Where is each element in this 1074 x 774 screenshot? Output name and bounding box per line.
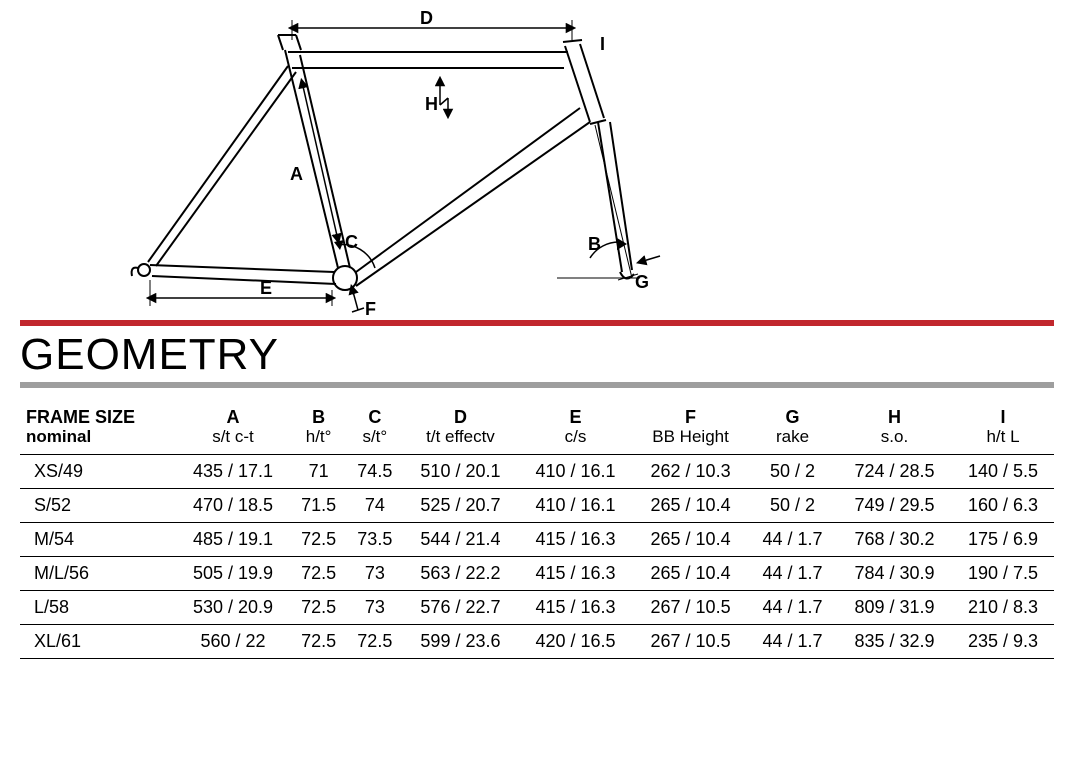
table-cell: 410 / 16.1 [518,455,633,489]
table-row: S/52470 / 18.571.574525 / 20.7410 / 16.1… [20,489,1054,523]
table-cell: 190 / 7.5 [952,557,1054,591]
table-row: L/58530 / 20.972.573576 / 22.7415 / 16.3… [20,591,1054,625]
col-header: Dt/t effectv [403,402,518,455]
col-header: As/t c-t [175,402,290,455]
bike-frame-diagram: D I H A C E F B G [120,10,680,320]
table-cell: 50 / 2 [748,455,837,489]
table-cell: 525 / 20.7 [403,489,518,523]
table-cell: 73 [347,557,403,591]
table-cell: 44 / 1.7 [748,523,837,557]
table-row: XL/61560 / 2272.572.5599 / 23.6420 / 16.… [20,625,1054,659]
table-cell: 262 / 10.3 [633,455,748,489]
col-header: FBB Height [633,402,748,455]
table-cell: 435 / 17.1 [175,455,290,489]
table-cell: 420 / 16.5 [518,625,633,659]
table-cell: 576 / 22.7 [403,591,518,625]
table-cell: L/58 [20,591,175,625]
label-A: A [290,164,303,184]
section-title: GEOMETRY [20,330,1054,380]
table-cell: 724 / 28.5 [837,455,952,489]
table-cell: M/L/56 [20,557,175,591]
table-cell: 71 [291,455,347,489]
table-cell: 563 / 22.2 [403,557,518,591]
label-F: F [365,299,376,319]
table-cell: 72.5 [291,625,347,659]
table-cell: 74 [347,489,403,523]
table-cell: 72.5 [347,625,403,659]
table-cell: 599 / 23.6 [403,625,518,659]
label-B: B [588,234,601,254]
table-cell: 74.5 [347,455,403,489]
table-cell: 560 / 22 [175,625,290,659]
table-row: M/L/56505 / 19.972.573563 / 22.2415 / 16… [20,557,1054,591]
table-cell: M/54 [20,523,175,557]
table-cell: 175 / 6.9 [952,523,1054,557]
table-cell: 415 / 16.3 [518,523,633,557]
col-header: Hs.o. [837,402,952,455]
table-cell: 530 / 20.9 [175,591,290,625]
table-cell: 835 / 32.9 [837,625,952,659]
table-cell: 784 / 30.9 [837,557,952,591]
label-C: C [345,232,358,252]
col-header: Grake [748,402,837,455]
gray-divider [20,382,1054,388]
table-cell: XS/49 [20,455,175,489]
table-cell: 415 / 16.3 [518,557,633,591]
table-cell: 809 / 31.9 [837,591,952,625]
label-H: H [425,94,438,114]
table-cell: 44 / 1.7 [748,557,837,591]
col-header: FRAME SIZEnominal [20,402,175,455]
table-cell: 140 / 5.5 [952,455,1054,489]
table-cell: 265 / 10.4 [633,523,748,557]
table-cell: 267 / 10.5 [633,625,748,659]
table-cell: 470 / 18.5 [175,489,290,523]
table-cell: 267 / 10.5 [633,591,748,625]
table-cell: 510 / 20.1 [403,455,518,489]
label-D: D [420,10,433,28]
col-header: Cs/t° [347,402,403,455]
col-header: Ih/t L [952,402,1054,455]
table-cell: 265 / 10.4 [633,557,748,591]
table-cell: XL/61 [20,625,175,659]
label-E: E [260,278,272,298]
table-cell: 768 / 30.2 [837,523,952,557]
table-cell: 72.5 [291,557,347,591]
table-cell: 210 / 8.3 [952,591,1054,625]
table-cell: 160 / 6.3 [952,489,1054,523]
red-divider [20,320,1054,326]
table-cell: 44 / 1.7 [748,625,837,659]
label-I: I [600,34,605,54]
table-cell: 73.5 [347,523,403,557]
frame-diagram-container: D I H A C E F B G [20,10,1054,320]
label-G: G [635,272,649,292]
table-cell: 265 / 10.4 [633,489,748,523]
table-cell: 544 / 21.4 [403,523,518,557]
table-header-row: FRAME SIZEnominal As/t c-t Bh/t° Cs/t° D… [20,402,1054,455]
table-cell: 235 / 9.3 [952,625,1054,659]
table-cell: 749 / 29.5 [837,489,952,523]
geometry-table-body: XS/49435 / 17.17174.5510 / 20.1410 / 16.… [20,455,1054,659]
table-row: XS/49435 / 17.17174.5510 / 20.1410 / 16.… [20,455,1054,489]
table-cell: 72.5 [291,591,347,625]
table-cell: 485 / 19.1 [175,523,290,557]
table-cell: 44 / 1.7 [748,591,837,625]
table-cell: 410 / 16.1 [518,489,633,523]
table-cell: 73 [347,591,403,625]
geometry-table: FRAME SIZEnominal As/t c-t Bh/t° Cs/t° D… [20,402,1054,659]
table-cell: 50 / 2 [748,489,837,523]
table-row: M/54485 / 19.172.573.5544 / 21.4415 / 16… [20,523,1054,557]
table-cell: 415 / 16.3 [518,591,633,625]
col-header: Bh/t° [291,402,347,455]
table-cell: 71.5 [291,489,347,523]
table-cell: 505 / 19.9 [175,557,290,591]
table-cell: 72.5 [291,523,347,557]
table-cell: S/52 [20,489,175,523]
col-header: Ec/s [518,402,633,455]
